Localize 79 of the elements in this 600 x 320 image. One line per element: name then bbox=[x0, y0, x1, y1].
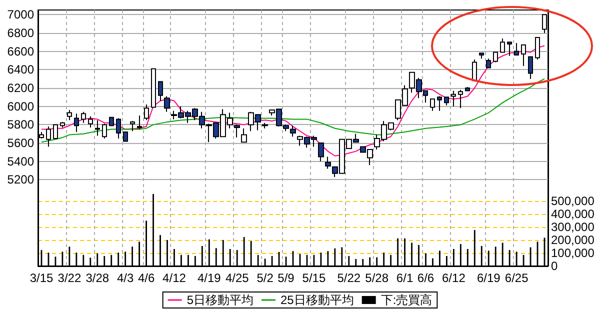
legend-label: 5日移動平均 bbox=[186, 293, 254, 307]
x-tick-label: 6/12 bbox=[442, 271, 466, 285]
candlestick bbox=[88, 116, 93, 128]
candlestick bbox=[74, 113, 79, 133]
x-tick-label: 4/6 bbox=[138, 271, 155, 285]
candlestick bbox=[430, 98, 435, 112]
y-tick-label: 6600 bbox=[7, 44, 34, 58]
candlestick bbox=[318, 142, 324, 162]
candlestick bbox=[325, 156, 331, 170]
x-tick-label: 5/28 bbox=[365, 271, 389, 285]
candlestick bbox=[60, 121, 65, 128]
candlestick bbox=[151, 68, 156, 108]
y-tick-label: 6200 bbox=[7, 80, 34, 95]
x-tick-label: 3/15 bbox=[30, 271, 54, 285]
candlestick bbox=[465, 86, 470, 92]
y-tick-label: 5200 bbox=[7, 172, 34, 187]
x-tick-label: 6/6 bbox=[417, 271, 434, 285]
legend-label: 下:売買高 bbox=[380, 293, 432, 307]
x-tick-label: 5/15 bbox=[302, 271, 326, 285]
candlestick bbox=[144, 104, 149, 121]
candlestick bbox=[444, 96, 449, 106]
x-tick-label: 6/1 bbox=[396, 271, 414, 285]
candlestick bbox=[458, 89, 463, 109]
candlestick bbox=[514, 42, 519, 56]
x-tick-label: 5/9 bbox=[278, 271, 295, 285]
candlestick bbox=[472, 59, 477, 82]
x-tick-label: 5/22 bbox=[337, 271, 361, 285]
candlestick bbox=[262, 122, 268, 129]
x-tick-label: 3/28 bbox=[86, 271, 110, 285]
candlestick bbox=[521, 44, 526, 66]
line-series bbox=[40, 45, 546, 156]
x-tick-label: 5/2 bbox=[256, 271, 274, 285]
y-tick-label: 5800 bbox=[7, 118, 34, 132]
candlestick bbox=[102, 123, 107, 139]
y2-tick-label: 100,000 bbox=[551, 246, 595, 260]
candlestick bbox=[493, 52, 498, 63]
x-tick-label: 6/25 bbox=[504, 271, 529, 285]
candlestick bbox=[46, 126, 51, 148]
candlestick bbox=[528, 56, 533, 80]
candlestick bbox=[67, 110, 72, 121]
x-tick-label: 4/19 bbox=[197, 271, 222, 285]
y2-tick-label: 0 bbox=[551, 259, 558, 273]
y-tick-label: 7000 bbox=[7, 8, 34, 22]
y-tick-label: 5400 bbox=[7, 154, 34, 168]
candlestick bbox=[109, 116, 114, 126]
candlestick bbox=[123, 132, 128, 142]
candlestick bbox=[535, 37, 540, 60]
x-tick-label: 6/19 bbox=[476, 271, 501, 285]
candlestick bbox=[234, 124, 240, 138]
candlestick bbox=[479, 52, 484, 60]
candlestick bbox=[507, 42, 512, 56]
y2-tick-label: 400,000 bbox=[551, 207, 595, 222]
x-tick-label: 4/3 bbox=[116, 271, 134, 285]
y2-tick-label: 200,000 bbox=[551, 233, 595, 248]
candlestick bbox=[290, 125, 296, 138]
x-tick-label: 4/12 bbox=[162, 271, 186, 285]
candlestick bbox=[158, 81, 163, 102]
candlestick bbox=[486, 58, 491, 68]
candlestick bbox=[500, 38, 505, 53]
y-tick-label: 6800 bbox=[7, 26, 34, 40]
candlestick bbox=[81, 111, 86, 124]
candlestick bbox=[241, 128, 247, 143]
candlestick bbox=[437, 96, 442, 112]
x-tick-label: 3/22 bbox=[58, 271, 82, 285]
candlestick bbox=[53, 124, 58, 139]
y-tick-label: 5600 bbox=[7, 136, 34, 150]
line-series bbox=[40, 78, 546, 143]
y-tick-label: 6000 bbox=[7, 99, 34, 114]
x-tick-label: 4/25 bbox=[225, 271, 250, 285]
y2-tick-label: 300,000 bbox=[551, 220, 595, 234]
candlestick bbox=[451, 90, 456, 107]
candlestick bbox=[95, 120, 100, 136]
y2-tick-label: 500,000 bbox=[551, 194, 595, 208]
y-tick-label: 6400 bbox=[7, 62, 34, 77]
candlestick bbox=[130, 120, 135, 132]
candlestick bbox=[164, 96, 170, 112]
candlestick bbox=[116, 118, 121, 139]
candlestick bbox=[137, 115, 142, 130]
legend-label: 25日移動平均 bbox=[280, 293, 354, 307]
